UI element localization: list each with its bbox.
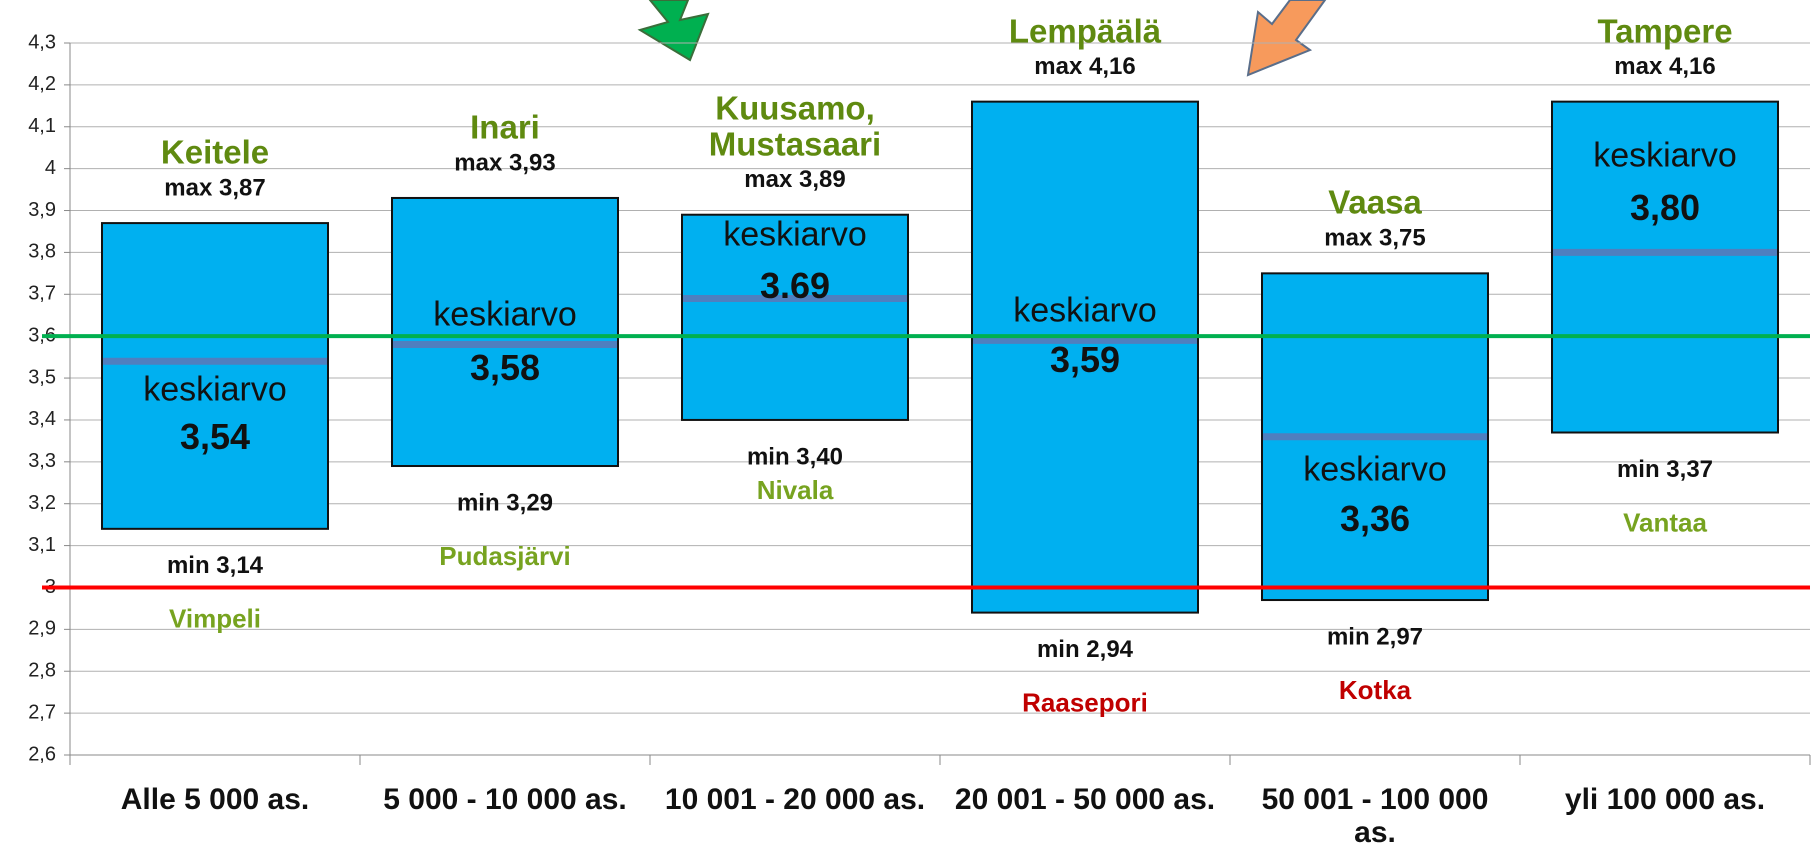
min-label: min 3,29 xyxy=(457,489,553,516)
y-tick-label: 3,5 xyxy=(28,366,56,388)
min-name: Pudasjärvi xyxy=(439,541,571,571)
y-tick-label: 3,2 xyxy=(28,492,56,514)
x-tick-label: 5 000 - 10 000 as. xyxy=(383,783,627,816)
y-tick-label: 4,1 xyxy=(28,115,56,137)
min-name: Vantaa xyxy=(1623,507,1707,537)
bar xyxy=(971,100,1199,614)
max-label: max 3,75 xyxy=(1324,225,1425,252)
bar xyxy=(391,196,619,468)
max-label: max 3,87 xyxy=(164,174,265,201)
mean-caption: keskiarvo xyxy=(723,215,867,253)
mean-label: 3,36 xyxy=(1340,498,1410,539)
x-tick-label: 20 001 - 50 000 as. xyxy=(954,783,1216,816)
x-tick-label: yli 100 000 as. xyxy=(1564,783,1766,816)
y-tick-label: 3,1 xyxy=(28,534,56,556)
min-name: Nivala xyxy=(757,475,834,505)
max-name: Inari xyxy=(470,108,540,146)
min-label: min 3,40 xyxy=(747,443,843,470)
y-tick-label: 3,7 xyxy=(28,283,56,305)
mean-label: 3.69 xyxy=(760,265,830,306)
y-tick-label: 4 xyxy=(45,157,56,179)
max-name: Vaasa xyxy=(1328,184,1422,222)
mean-label: 3,80 xyxy=(1630,187,1700,228)
min-label: min 2,97 xyxy=(1327,623,1423,650)
y-tick-label: 2,9 xyxy=(28,618,56,640)
y-tick-label: 3,3 xyxy=(28,450,56,472)
y-tick-label: 2,7 xyxy=(28,701,56,723)
max-name: Lempäälä xyxy=(1008,12,1162,50)
min-name: Vimpeli xyxy=(169,604,261,634)
mean-label: 3,54 xyxy=(180,416,250,457)
y-tick-label: 3,9 xyxy=(28,199,56,221)
y-tick-label: 2,8 xyxy=(28,660,56,682)
bar xyxy=(681,213,909,421)
min-name: Raasepori xyxy=(1022,687,1148,717)
mean-caption: keskiarvo xyxy=(143,370,287,408)
x-tick-label: 10 001 - 20 000 as. xyxy=(664,783,926,816)
min-label: min 3,14 xyxy=(167,552,264,579)
min-label: min 3,37 xyxy=(1617,456,1713,483)
y-tick-label: 3,4 xyxy=(28,408,56,430)
bar xyxy=(101,222,329,530)
max-name: Tampere xyxy=(1597,12,1733,50)
y-tick-label: 4,3 xyxy=(28,31,56,53)
mean-caption: keskiarvo xyxy=(1013,291,1157,329)
mean-caption: keskiarvo xyxy=(433,296,577,334)
x-tick-label: 50 001 - 100 000 as. xyxy=(1261,783,1489,849)
max-label: max 4,16 xyxy=(1034,53,1135,80)
y-tick-label: 3,8 xyxy=(28,241,56,263)
green-arrow xyxy=(637,0,710,62)
mean-caption: keskiarvo xyxy=(1303,451,1447,489)
orange-arrow xyxy=(1246,0,1327,77)
min-label: min 2,94 xyxy=(1037,636,1134,663)
mean-label: 3,59 xyxy=(1050,339,1120,380)
max-label: max 4,16 xyxy=(1614,53,1715,80)
min-name: Kotka xyxy=(1339,675,1412,705)
mean-caption: keskiarvo xyxy=(1593,136,1737,174)
mean-label: 3,58 xyxy=(470,347,540,388)
max-label: max 3,93 xyxy=(454,149,555,176)
x-tick-label: Alle 5 000 as. xyxy=(120,783,310,816)
bar xyxy=(1551,100,1779,434)
max-name: Kuusamo, Mustasaari xyxy=(708,89,882,163)
max-label: max 3,89 xyxy=(744,166,845,193)
y-tick-label: 2,6 xyxy=(28,743,56,765)
max-name: Keitele xyxy=(160,133,270,171)
y-tick-label: 4,2 xyxy=(28,73,56,95)
